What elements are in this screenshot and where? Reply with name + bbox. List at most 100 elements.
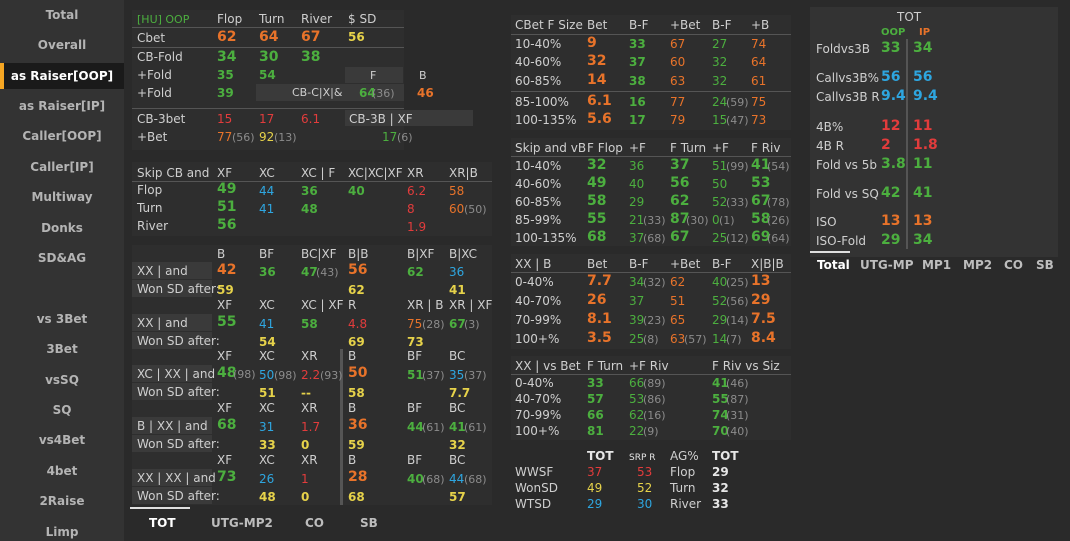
skip-label-flop: Flop (137, 183, 163, 197)
cbfold-turn: 30 (259, 49, 279, 65)
right-4b-ip: 11 (913, 118, 933, 134)
right-foldvs5b-label: Fold vs 5b (816, 158, 878, 172)
t7-sd-bc: 57 (449, 490, 466, 504)
xxb-r2-bf2-n: (14) (726, 314, 749, 327)
skip-turn-xf: 51 (217, 199, 237, 215)
t6-row-label: B | XX | and (137, 419, 208, 433)
t5-sd-xr: -- (301, 386, 311, 400)
t4-v-xrxf-n: (3) (464, 318, 480, 331)
right-tab-mp1[interactable]: MP1 (922, 258, 952, 272)
skip-h-xcf: XC | F (301, 166, 336, 180)
right-foldvssq-oop: 42 (881, 185, 901, 201)
nav-total[interactable]: Total (45, 8, 79, 22)
skipvb-r2-pf: 29 (629, 195, 645, 209)
right-tab-mp2[interactable]: MP2 (963, 258, 993, 272)
right-tab-sb[interactable]: SB (1036, 258, 1054, 272)
right-foldvs3b-oop: 33 (881, 40, 901, 56)
xxb-r1-bf2-n: (56) (726, 295, 749, 308)
xx-vs-bet-table: XX | vs Bet F Turn +F Riv F Riv vs Siz 0… (511, 356, 791, 440)
nav-vs-3bet[interactable]: vs 3Bet (36, 312, 88, 326)
t5-sd-bc: 7.7 (449, 386, 471, 400)
xxb-h-0: XX | B (515, 257, 552, 271)
tab-utg-mp2[interactable]: UTG-MP2 (211, 516, 273, 530)
skipvb-r2-pf2-n: (33) (726, 196, 749, 209)
xxvb-r1-frivsiz: 55 (712, 392, 729, 406)
nav-4bet[interactable]: 4bet (46, 464, 78, 478)
skip-turn-xrb-n: (50) (464, 203, 487, 216)
xxvb-h-frivsiz: F Riv vs Siz (712, 359, 780, 373)
cbet-table: [HU] OOP Flop Turn River $ SD Cbet 62 64… (132, 10, 473, 150)
xxvb-r2-label: 70-99% (515, 408, 562, 422)
right-foldvs3b-ip: 34 (913, 40, 933, 56)
xxvb-r1-pfriv-n: (86) (643, 393, 666, 406)
skipvb-h-pf2: +F (712, 141, 729, 155)
xxvb-r3-frivsiz: 70 (712, 424, 729, 438)
t7-v-xf: 73 (217, 469, 237, 485)
nav-caller-ip[interactable]: Caller[IP] (30, 160, 94, 174)
vs3bet-panel: TOT OOP IP Foldvs3B 33 34 Callvs3B% 56 5… (810, 7, 1058, 257)
nav-as-raiser-ip[interactable]: as Raiser[IP] (18, 99, 106, 113)
cb3bet-river: 6.1 (301, 112, 321, 126)
t5-v-xf: 48 (217, 365, 237, 381)
t5-h-b: B (348, 349, 357, 363)
col-river: River (301, 12, 333, 26)
nav-vssq[interactable]: vsSQ (45, 373, 79, 387)
nav-caller-oop[interactable]: Caller[OOP] (22, 129, 102, 143)
skipvb-h-fflop: F Flop (587, 141, 623, 155)
sd-h-tot2: TOT (712, 449, 739, 463)
sd-wwsf-srpr: 53 (637, 465, 653, 479)
cbsize-r0-label: 10-40% (515, 37, 562, 51)
tab-sb[interactable]: SB (360, 516, 378, 530)
t6-h-xc: XC (259, 401, 275, 415)
cbsize-r2-bf: 38 (629, 74, 646, 88)
skipvb-h-pf: +F (629, 141, 646, 155)
sd-river-tot: 33 (712, 497, 729, 511)
nav-donks[interactable]: Donks (41, 221, 83, 235)
nav-overall[interactable]: Overall (37, 38, 87, 52)
cbsize-r3-bf: 16 (629, 95, 646, 109)
col-turn: Turn (259, 12, 285, 26)
right-tab-utg-mp[interactable]: UTG-MP (860, 258, 914, 272)
right-tab-co[interactable]: CO (1004, 258, 1024, 272)
nav-sq[interactable]: SQ (52, 403, 72, 417)
skip-flop-xc: 44 (259, 184, 275, 198)
nav-sd-ag[interactable]: SD&AG (37, 251, 87, 265)
right-callvs3b-oop: 56 (881, 69, 901, 85)
t4-v-xrb: 75 (407, 317, 423, 331)
skip-river-xr: 1.9 (407, 220, 427, 234)
tab-co[interactable]: CO (305, 516, 325, 530)
right-tab-total[interactable]: Total (817, 258, 850, 272)
cbsize-r3-bf2: 24 (712, 95, 728, 109)
cbsize-r2-label: 60-85% (515, 74, 562, 88)
cbsize-r0-bet: 9 (587, 35, 597, 51)
xxb-r2-label: 70-99% (515, 313, 562, 327)
xxb-r3-bf2: 14 (712, 332, 728, 346)
cbsize-r1-label: 40-60% (515, 55, 562, 69)
nav-vs4bet[interactable]: vs4Bet (38, 433, 86, 447)
skipvb-r0-label: 10-40% (515, 159, 562, 173)
t5-h-xf: XF (217, 349, 233, 363)
t5-h-bc: BC (449, 349, 466, 363)
t3-h-bxf: B|XF (407, 247, 435, 261)
xxb-r1-bf2: 52 (712, 294, 728, 308)
cb3bxf-val: 17 (382, 130, 398, 144)
t5-v-bf-n: (37) (422, 369, 445, 382)
skipvb-r2-friv-n: (78) (767, 196, 790, 209)
t6-v-b: 36 (348, 417, 368, 433)
right-iso-label: ISO (816, 215, 837, 229)
t7-sd-xc: 48 (259, 490, 276, 504)
xxb-r2-bf2: 29 (712, 313, 728, 327)
nav-3bet[interactable]: 3Bet (46, 342, 78, 356)
nav-multiway[interactable]: Multiway (31, 190, 93, 204)
cbsize-r0-pb: 74 (751, 37, 767, 51)
nav-limp[interactable]: Limp (45, 525, 79, 539)
nav-as-raiser-oop[interactable]: as Raiser[OOP] (0, 63, 124, 89)
xxb-h-xbb: X|B|B (751, 257, 784, 271)
xxb-r0-bf: 34 (629, 275, 645, 289)
tab-tot[interactable]: TOT (149, 516, 176, 530)
skipvb-r0-friv: 41 (751, 157, 771, 173)
xxvb-h-fturn: F Turn (587, 359, 624, 373)
t5-v-xr-n: (93) (320, 369, 343, 382)
skipvb-r0-pf2-n: (99) (726, 160, 749, 173)
nav-2raise[interactable]: 2Raise (39, 494, 85, 508)
